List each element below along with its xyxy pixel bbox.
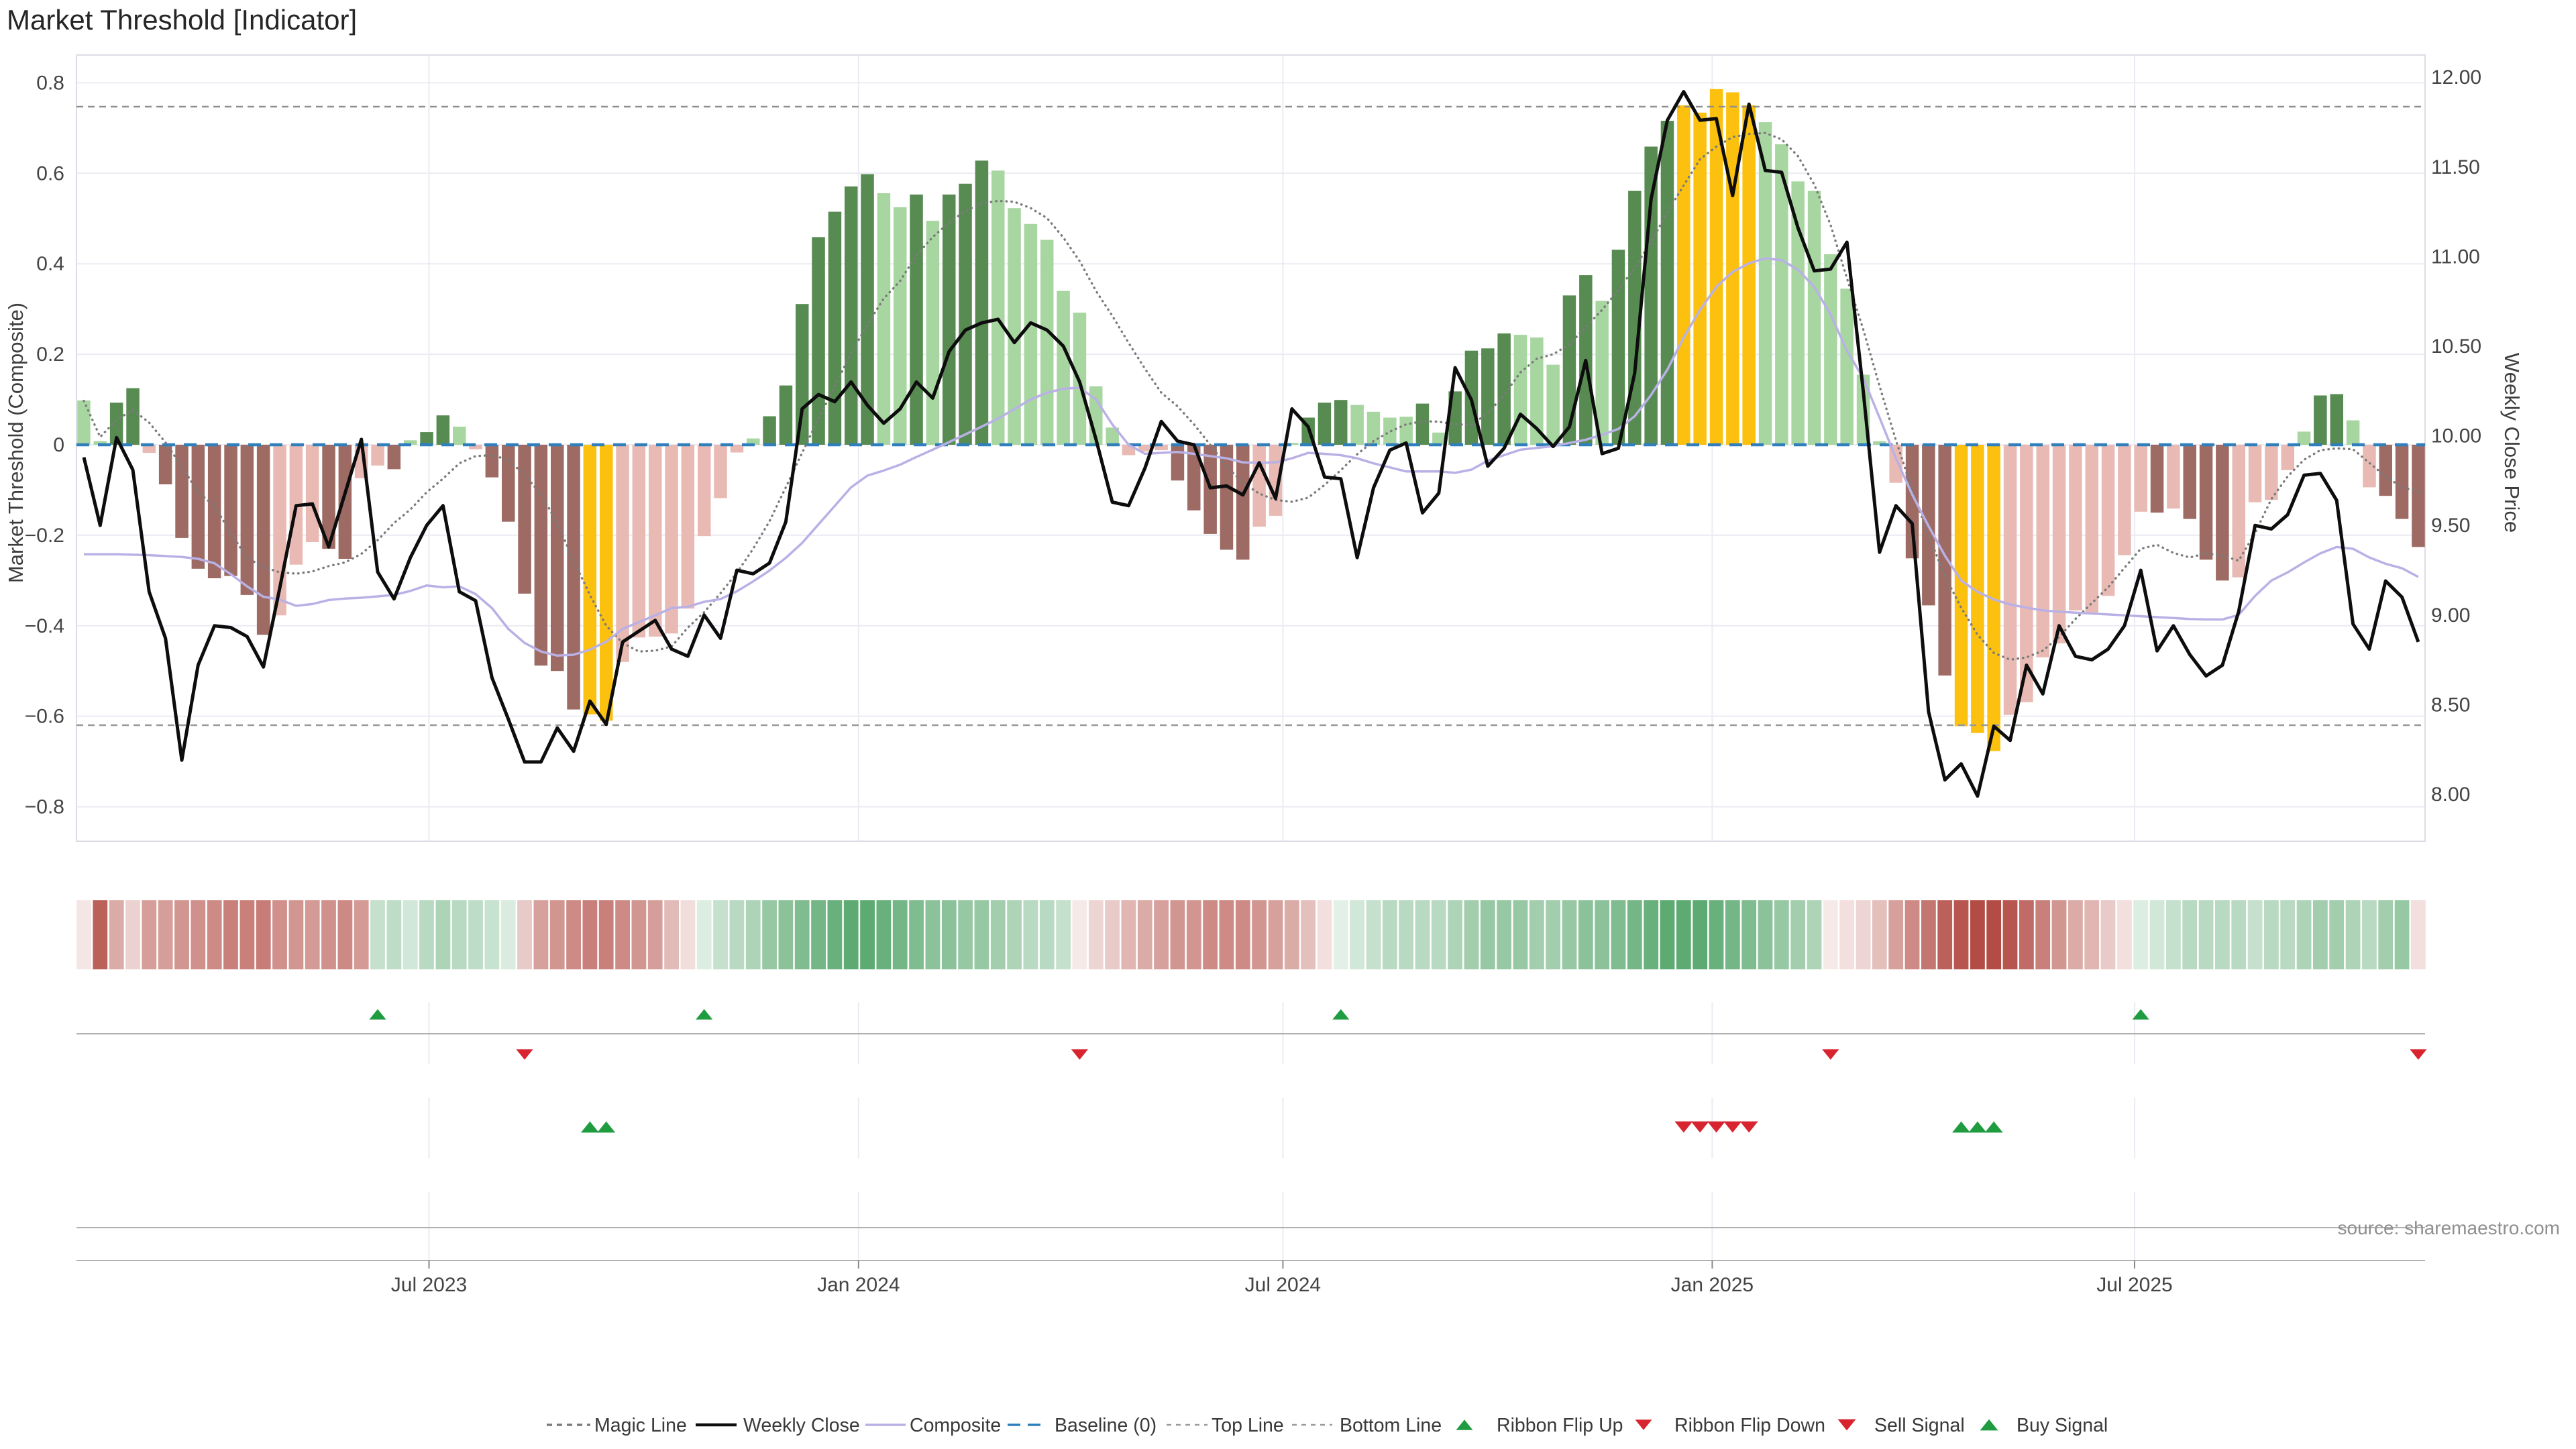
- svg-text:8.50: 8.50: [2431, 694, 2470, 716]
- svg-text:Jan 2024: Jan 2024: [817, 1274, 900, 1296]
- svg-text:8.00: 8.00: [2431, 784, 2470, 806]
- svg-text:−0.6: −0.6: [25, 706, 64, 728]
- svg-text:Market Threshold (Composite): Market Threshold (Composite): [4, 303, 28, 583]
- svg-text:Jan 2025: Jan 2025: [1671, 1274, 1754, 1296]
- svg-text:Jul 2024: Jul 2024: [1245, 1274, 1321, 1296]
- svg-text:Buy Signal: Buy Signal: [2017, 1415, 2108, 1436]
- svg-text:−0.8: −0.8: [25, 796, 64, 818]
- svg-text:12.00: 12.00: [2431, 66, 2481, 89]
- svg-text:Weekly Close Price: Weekly Close Price: [2500, 353, 2524, 533]
- svg-text:Top Line: Top Line: [1212, 1415, 1284, 1436]
- svg-text:Ribbon Flip Down: Ribbon Flip Down: [1674, 1415, 1825, 1436]
- svg-text:−0.2: −0.2: [25, 525, 64, 547]
- svg-text:Ribbon Flip Up: Ribbon Flip Up: [1497, 1415, 1623, 1436]
- svg-text:Magic Line: Magic Line: [594, 1415, 687, 1436]
- svg-text:0: 0: [53, 434, 64, 456]
- svg-text:Market Threshold [Indicator]: Market Threshold [Indicator]: [7, 4, 357, 36]
- svg-text:Sell Signal: Sell Signal: [1874, 1415, 1965, 1436]
- svg-text:10.50: 10.50: [2431, 335, 2481, 358]
- svg-text:source: sharemaestro.com: source: sharemaestro.com: [2338, 1218, 2560, 1238]
- svg-text:10.00: 10.00: [2431, 425, 2481, 447]
- svg-text:Composite: Composite: [910, 1415, 1001, 1436]
- svg-text:Baseline (0): Baseline (0): [1055, 1415, 1157, 1436]
- svg-text:11.00: 11.00: [2431, 246, 2480, 268]
- svg-text:−0.4: −0.4: [25, 615, 64, 637]
- svg-text:Jul 2025: Jul 2025: [2096, 1274, 2172, 1296]
- svg-text:0.8: 0.8: [36, 72, 64, 94]
- svg-text:9.50: 9.50: [2431, 515, 2470, 537]
- svg-text:Bottom Line: Bottom Line: [1340, 1415, 1442, 1436]
- svg-text:11.50: 11.50: [2431, 156, 2480, 178]
- svg-text:0.2: 0.2: [36, 343, 64, 366]
- svg-text:Jul 2023: Jul 2023: [391, 1274, 467, 1296]
- svg-text:9.00: 9.00: [2431, 604, 2470, 627]
- svg-text:Weekly Close: Weekly Close: [743, 1415, 860, 1436]
- svg-text:0.4: 0.4: [36, 253, 64, 275]
- svg-text:0.6: 0.6: [36, 162, 64, 184]
